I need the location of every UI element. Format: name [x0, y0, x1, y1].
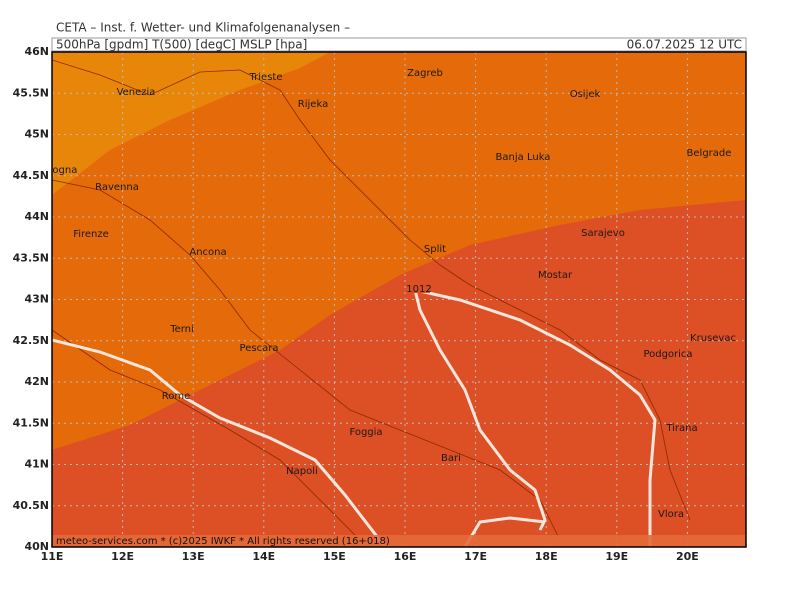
isobar-label-bg	[408, 283, 430, 293]
city-label: Sarajevo	[581, 228, 625, 239]
lat-label: 41N	[24, 458, 49, 471]
coastlines	[52, 59, 691, 541]
lat-label: 45.5N	[13, 86, 49, 99]
lat-label: 41.5N	[13, 416, 49, 429]
header-title: CETA – Inst. f. Wetter- und Klimafolgena…	[56, 21, 350, 35]
lat-label: 46N	[24, 45, 49, 58]
lat-label: 44.5N	[13, 169, 49, 182]
temp-band	[52, 200, 746, 547]
lon-label: 15E	[323, 550, 346, 563]
city-label: Zagreb	[407, 68, 443, 79]
map-frame	[51, 51, 747, 548]
city-label: Venezia	[117, 87, 156, 98]
city-label: Belgrade	[687, 148, 732, 159]
lat-label: 45N	[24, 128, 49, 141]
lat-label: 43.5N	[13, 251, 49, 264]
header-params: 500hPa [gpdm] T(500) [degC] MSLP [hpa]	[56, 38, 307, 52]
city-label: Foggia	[349, 427, 382, 438]
lon-label: 20E	[676, 550, 699, 563]
city-labels: Trieste Zagreb Venezia Osijek Rijeka Banja Lu…	[37, 68, 736, 520]
lat-label: 44N	[24, 210, 49, 223]
lon-label: 14E	[252, 550, 275, 563]
city-label: Rijeka	[298, 99, 328, 110]
city-label: Bari	[441, 453, 461, 464]
city-label: Ancona	[189, 247, 226, 258]
city-label: Trieste	[249, 72, 283, 83]
city-label: Osijek	[570, 89, 601, 100]
lat-label: 40N	[24, 540, 49, 553]
city-label: Krusevac	[690, 333, 736, 344]
city-label: Banja Luka	[496, 152, 551, 163]
lat-label: 40.5N	[13, 499, 49, 512]
city-label: Pescara	[240, 343, 279, 354]
lat-label: 42.5N	[13, 334, 49, 347]
lon-label: 11E	[41, 550, 64, 563]
city-label: Rome	[162, 391, 191, 402]
city-label: Podgorica	[643, 349, 692, 360]
lon-label: 18E	[535, 550, 558, 563]
lat-label: 43N	[24, 293, 49, 306]
lon-label: 17E	[464, 550, 487, 563]
isobar-label: 1012	[406, 284, 431, 295]
city-label: Firenze	[73, 229, 109, 240]
city-label: Terni	[169, 324, 194, 335]
lon-label: 12E	[111, 550, 134, 563]
city-label: Ravenna	[95, 182, 139, 193]
grid	[52, 52, 746, 547]
city-label: Napoli	[286, 466, 318, 477]
header-box	[51, 37, 747, 52]
city-label: Tirana	[665, 423, 697, 434]
city-label: Split	[424, 244, 446, 255]
lon-label: 13E	[182, 550, 205, 563]
map-area: 1012 Trieste Zagreb Venezia Osijek Rijeka Ban…	[37, 52, 746, 547]
axis-ticks: 46N 45.5N 45N 44.5N 44N 43.5N 43N 42.5N 42N 41.5N…	[13, 45, 699, 563]
footer: meteo-services.com * (c)2025 IWKF * All …	[56, 536, 390, 547]
header-date: 06.07.2025 12 UTC	[627, 38, 742, 52]
footer-bg	[52, 535, 746, 547]
isobars	[52, 288, 657, 547]
city-label: Mostar	[538, 270, 573, 281]
lon-label: 16E	[394, 550, 417, 563]
temp-band	[52, 52, 330, 195]
city-label: Vlora	[658, 509, 684, 520]
lon-label: 19E	[605, 550, 628, 563]
city-label: Bologna	[37, 165, 78, 176]
lat-label: 42N	[24, 375, 49, 388]
